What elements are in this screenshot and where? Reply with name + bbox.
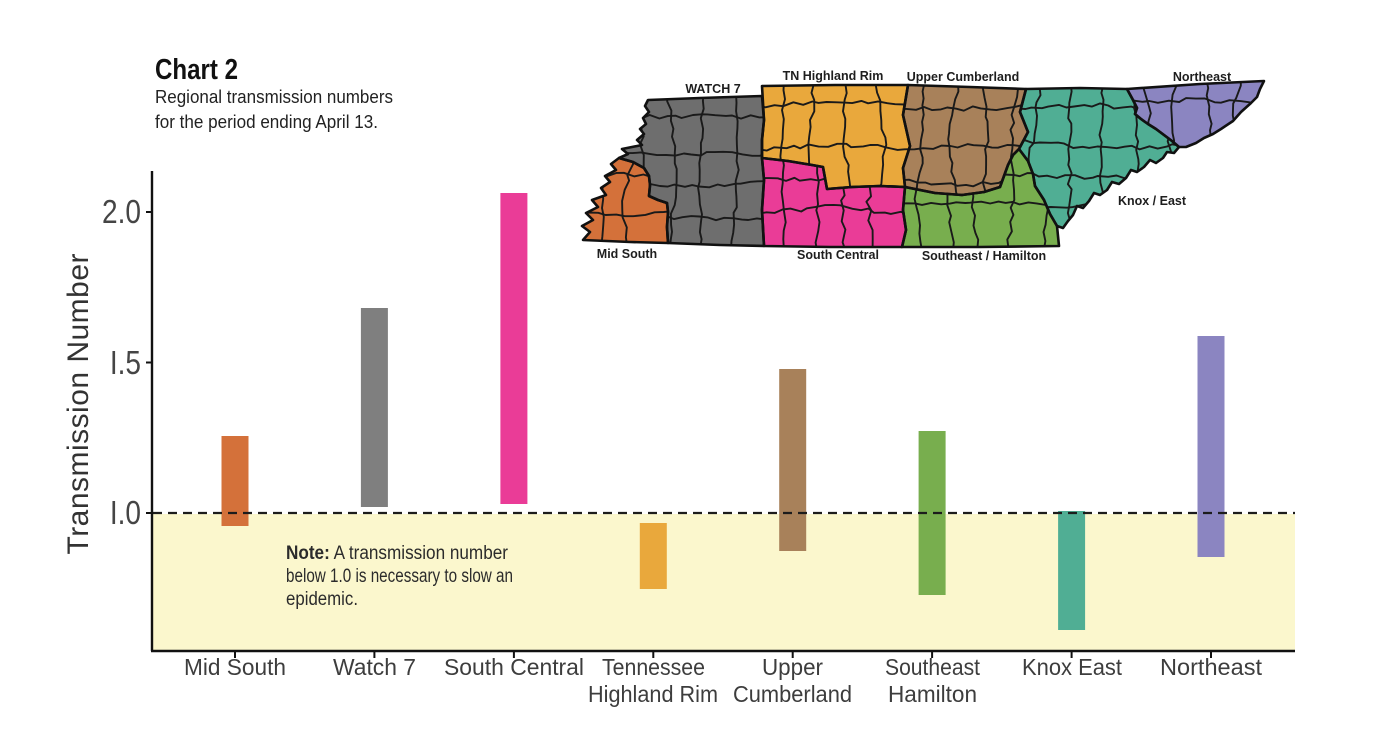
svg-text:South Central: South Central [444, 654, 584, 680]
svg-text:South Central: South Central [797, 248, 879, 262]
svg-text:Mid South: Mid South [597, 247, 657, 261]
svg-text:I.5: I.5 [110, 345, 141, 382]
svg-text:Southeast / Hamilton: Southeast / Hamilton [922, 249, 1046, 263]
svg-text:Knox / East: Knox / East [1118, 194, 1187, 208]
svg-text:Northeast: Northeast [1160, 654, 1262, 680]
svg-text:Cumberland: Cumberland [733, 681, 852, 707]
svg-text:Hamilton: Hamilton [888, 681, 977, 707]
svg-text:Chart 2: Chart 2 [155, 54, 238, 86]
svg-text:2.0: 2.0 [102, 194, 141, 231]
svg-text:epidemic.: epidemic. [286, 589, 358, 610]
svg-text:I.0: I.0 [110, 495, 141, 532]
svg-text:Southeast: Southeast [885, 654, 980, 680]
svg-text:for the period ending April 13: for the period ending April 13. [155, 112, 378, 132]
svg-text:Regional transmission numbers: Regional transmission numbers [155, 87, 393, 107]
svg-text:Tennessee: Tennessee [602, 654, 705, 680]
svg-text:TN Highland Rim: TN Highland Rim [783, 69, 884, 83]
svg-text:Note: A transmission number: Note: A transmission number [286, 543, 509, 564]
svg-text:below 1.0 is necessary to slow: below 1.0 is necessary to slow an [286, 566, 513, 587]
svg-text:Highland Rim: Highland Rim [588, 681, 718, 707]
svg-text:Upper: Upper [762, 654, 823, 680]
svg-text:WATCH 7: WATCH 7 [685, 82, 740, 96]
svg-text:Knox East: Knox East [1022, 654, 1122, 680]
svg-text:Mid South: Mid South [184, 654, 286, 680]
svg-text:Northeast: Northeast [1173, 70, 1232, 84]
svg-text:Upper Cumberland: Upper Cumberland [907, 70, 1020, 84]
svg-text:Transmission Number: Transmission Number [62, 254, 95, 555]
svg-text:Watch 7: Watch 7 [333, 654, 416, 680]
